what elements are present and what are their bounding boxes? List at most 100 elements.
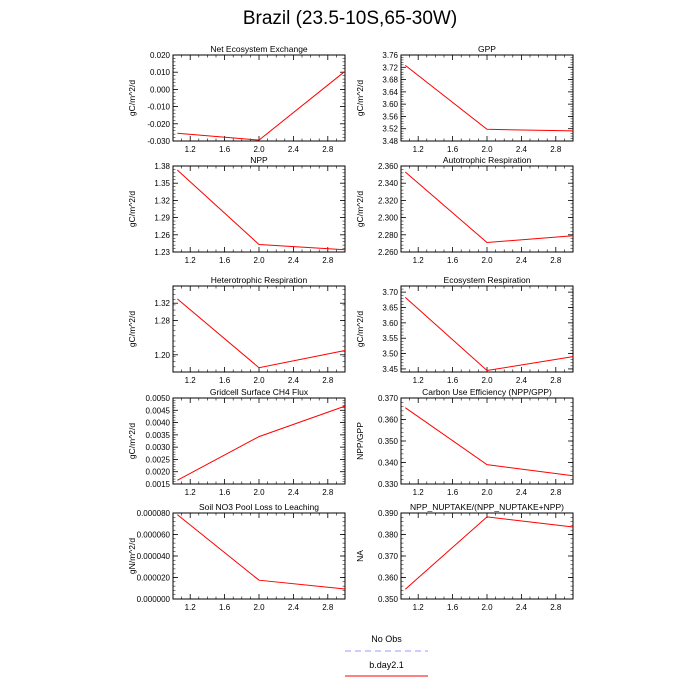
- x-tick-label: 1.2: [413, 376, 425, 385]
- y-tick-label: 0.350: [378, 437, 399, 446]
- y-tick-label: 3.60: [382, 319, 398, 328]
- y-tick-label: 0.0020: [146, 468, 171, 477]
- y-tick-label: 2.300: [378, 214, 399, 223]
- panel-title: Carbon Use Efficiency (NPP/GPP): [422, 387, 552, 397]
- y-tick-label: 0.0050: [146, 394, 171, 403]
- y-tick-label: 0.020: [150, 51, 171, 60]
- y-tick-label: 3.45: [382, 365, 398, 374]
- y-tick-label: 0.380: [378, 531, 399, 540]
- y-tick-label: 0.0025: [146, 455, 171, 464]
- x-tick-label: 2.8: [322, 603, 334, 612]
- x-tick-label: 2.0: [253, 145, 265, 154]
- panel-title: Autotrophic Respiration: [443, 155, 532, 165]
- series-line: [405, 172, 573, 243]
- y-tick-label: 3.70: [382, 288, 398, 297]
- y-tick-label: 1.28: [154, 316, 170, 325]
- plot-frame: [401, 513, 573, 599]
- y-tick-label: 1.32: [154, 299, 170, 308]
- y-tick-label: 3.64: [382, 88, 398, 97]
- y-tick-label: 0.0045: [146, 406, 171, 415]
- series-line: [177, 406, 345, 480]
- x-tick-label: 1.2: [413, 488, 425, 497]
- y-tick-label: 0.330: [378, 480, 399, 489]
- y-tick-label: 0.340: [378, 459, 399, 468]
- x-tick-label: 2.4: [516, 145, 528, 154]
- x-tick-label: 2.4: [288, 488, 300, 497]
- y-tick-label: 1.38: [154, 162, 170, 171]
- panel-6: Ecosystem Respiration1.2 1.6 2.0 2.4 2.83.45…: [355, 275, 573, 385]
- plot-frame: [401, 286, 573, 372]
- y-tick-label: 2.360: [378, 162, 399, 171]
- y-axis-label: gC/m^2/d: [127, 80, 137, 116]
- y-tick-label: 1.26: [154, 231, 170, 240]
- x-tick-label: 2.8: [550, 603, 562, 612]
- x-tick-label: 1.2: [413, 603, 425, 612]
- y-axis-label: gC/m^2/d: [127, 311, 137, 347]
- y-tick-label: 3.60: [382, 100, 398, 109]
- x-tick-label: 2.0: [253, 256, 265, 265]
- x-tick-label: 2.8: [322, 256, 334, 265]
- x-tick-label: 1.6: [219, 603, 231, 612]
- y-tick-label: 0.390: [378, 509, 399, 518]
- x-tick-label: 1.6: [447, 488, 459, 497]
- y-axis-label: gC/m^2/d: [355, 311, 365, 347]
- series-line: [405, 65, 573, 130]
- series-line: [177, 71, 345, 140]
- y-tick-label: 3.55: [382, 334, 398, 343]
- series-line: [405, 297, 573, 370]
- y-axis-label: gN/m^2/d: [127, 538, 137, 574]
- plot-frame: [401, 166, 573, 252]
- x-tick-label: 1.2: [185, 376, 197, 385]
- y-tick-label: 0.000080: [137, 509, 171, 518]
- y-tick-label: 0.0040: [146, 419, 171, 428]
- y-tick-label: 2.260: [378, 248, 399, 257]
- y-tick-label: -0.010: [147, 103, 170, 112]
- panel-1: Net Ecosystem Exchange1.2 1.6 2.0 2.4 2.8-0.…: [127, 44, 345, 154]
- panel-2: GPP1.2 1.6 2.0 2.4 2.83.483.523.563.603.643.…: [355, 44, 573, 154]
- x-tick-label: 1.6: [447, 603, 459, 612]
- x-tick-label: 1.6: [447, 145, 459, 154]
- series-line: [405, 517, 573, 589]
- panel-4: Autotrophic Respiration 1.2 1.6 2.0 2.4 2.8 2.…: [355, 155, 573, 265]
- y-tick-label: 0.000060: [137, 531, 171, 540]
- series-line: [177, 515, 345, 589]
- y-axis-label: gC/m^2/d: [127, 191, 137, 227]
- plot-frame: [173, 286, 345, 372]
- x-tick-label: 2.4: [516, 603, 528, 612]
- y-tick-label: 2.320: [378, 196, 399, 205]
- y-tick-label: 1.23: [154, 248, 170, 257]
- y-axis-label: NA: [355, 550, 365, 562]
- y-tick-label: 0.370: [378, 552, 399, 561]
- x-tick-label: 1.6: [219, 256, 231, 265]
- x-tick-label: 1.6: [447, 256, 459, 265]
- y-tick-label: 0.010: [150, 68, 171, 77]
- plot-frame: [173, 166, 345, 252]
- y-tick-label: 0.0015: [146, 480, 171, 489]
- y-tick-label: 0.370: [378, 394, 399, 403]
- y-tick-label: 3.72: [382, 63, 398, 72]
- plot-frame: [401, 398, 573, 484]
- y-tick-label: 3.52: [382, 125, 398, 134]
- x-tick-label: 2.0: [481, 376, 493, 385]
- x-tick-label: 2.0: [481, 145, 493, 154]
- y-axis-label: gC/m^2/d: [355, 191, 365, 227]
- x-tick-label: 2.4: [516, 488, 528, 497]
- x-tick-label: 2.0: [253, 488, 265, 497]
- x-tick-label: 2.4: [516, 376, 528, 385]
- legend: No Obs b.day2.1: [345, 634, 428, 676]
- x-tick-label: 1.6: [219, 376, 231, 385]
- y-tick-label: 0.000: [150, 85, 171, 94]
- y-tick-label: 1.20: [154, 351, 170, 360]
- x-tick-label: 1.2: [185, 145, 197, 154]
- y-tick-label: 0.0030: [146, 443, 171, 452]
- x-tick-label: 1.6: [219, 145, 231, 154]
- y-tick-label: 0.000000: [137, 595, 171, 604]
- x-tick-label: 2.4: [288, 145, 300, 154]
- panel-5: Heterotrophic Respiration1.2 1.6 2.0 2.4 2.8…: [127, 275, 345, 385]
- y-tick-label: 0.360: [378, 574, 399, 583]
- x-tick-label: 2.4: [288, 376, 300, 385]
- y-tick-label: 3.56: [382, 112, 398, 121]
- panel-title: NPP: [250, 155, 268, 165]
